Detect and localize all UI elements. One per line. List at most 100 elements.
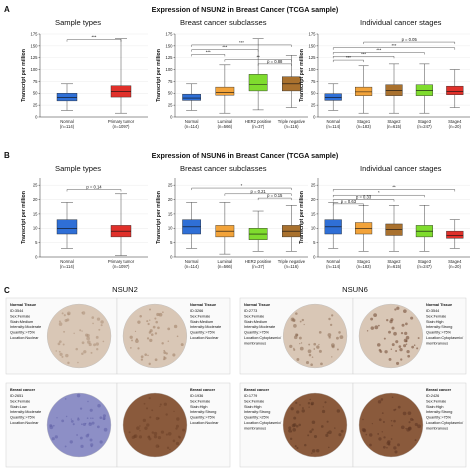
ihc-detail-line: Quantity:>75%: [426, 331, 452, 335]
ihc-detail-line: ID:2651: [10, 394, 23, 398]
tissue-texture: [81, 311, 86, 315]
tissue-texture: [316, 345, 320, 349]
tissue-texture: [373, 313, 377, 317]
x-category-label: Normal (n=114): [185, 259, 200, 269]
y-tick-label: 75: [311, 79, 316, 84]
tissue-texture: [383, 337, 386, 340]
x-category-line: Stage4: [448, 119, 462, 124]
tissue-texture: [299, 343, 301, 345]
x-category-label: Luminal (n=566): [218, 119, 233, 129]
tissue-texture: [299, 346, 304, 351]
tissue-texture: [96, 317, 101, 321]
tissue-texture: [172, 439, 176, 443]
tissue-texture: [64, 398, 67, 400]
y-tick-label: 150: [166, 43, 174, 48]
ihc-detail-line: Location:Nuclear: [10, 421, 39, 425]
tissue-texture: [290, 431, 293, 433]
tissue-texture: [318, 343, 320, 346]
tissue-core-image: [122, 303, 188, 369]
tissue-texture: [139, 315, 142, 318]
tissue-texture: [140, 358, 144, 361]
box-1: [215, 202, 235, 255]
panel-title: Expression of NSUN2 in Breast Cancer (TC…: [152, 5, 339, 14]
y-tick-label: 100: [166, 67, 174, 72]
tissue-texture: [139, 425, 141, 427]
tissue-texture: [92, 417, 94, 420]
tissue-texture: [310, 363, 313, 366]
tissue-texture: [388, 330, 391, 334]
tissue-texture: [131, 339, 133, 342]
tissue-texture: [147, 435, 151, 439]
x-category-line: HER2 positive: [245, 259, 272, 264]
tissue-texture: [410, 316, 414, 320]
x-category-label: Primary tumor (n=1097): [108, 119, 135, 129]
tissue-texture: [100, 324, 103, 327]
tissue-texture: [383, 436, 386, 439]
y-axis-label: Transcript per million: [21, 191, 27, 244]
box-1: [355, 65, 373, 114]
box-body: [355, 86, 373, 96]
tissue-texture: [327, 333, 332, 337]
tissue-texture: [81, 423, 83, 426]
tissue-texture: [128, 431, 131, 434]
box-2: [248, 38, 268, 111]
tissue-texture: [408, 426, 412, 430]
y-tick-label: 25: [33, 103, 38, 108]
ihc-detail-line: Sex:Female: [244, 314, 264, 318]
tissue-texture: [55, 350, 57, 352]
tissue-texture: [334, 427, 336, 429]
panel-b: B Expression of NSUN6 in Breast Cancer (T…: [4, 151, 470, 269]
tissue-texture: [58, 340, 62, 344]
ihc-detail-line: Intensity:Strong: [244, 410, 270, 414]
ihc-detail-line: Quantity:>75%: [190, 331, 216, 335]
tissue-texture: [77, 418, 80, 421]
tissue-texture: [159, 403, 162, 406]
tissue-texture: [70, 418, 72, 420]
significance-label: **: [392, 184, 396, 189]
x-category-line: (n=615): [387, 124, 402, 129]
tissue-texture: [400, 425, 405, 430]
ihc-heading: Normal Tissue: [190, 303, 216, 307]
y-tick-label: 0: [35, 254, 38, 259]
ihc-detail-line: Stain:High: [426, 320, 444, 324]
tissue-texture: [91, 316, 95, 319]
box-3: [282, 205, 301, 252]
x-category-label: Stage1 (n=183): [356, 119, 371, 129]
x-category-line: (n=1097): [113, 264, 130, 269]
y-axis-label: Transcript per million: [21, 49, 27, 102]
tissue-texture: [96, 425, 100, 429]
x-category-line: (n=183): [356, 264, 371, 269]
tissue-texture: [382, 420, 385, 424]
ihc-detail-line: Intensity:Moderate: [10, 325, 41, 329]
ihc-detail-line: Sex:Female: [190, 314, 210, 318]
panel-letter: A: [4, 5, 10, 14]
tissue-texture: [81, 341, 85, 345]
tissue-texture: [406, 349, 410, 354]
tissue-core-image: [282, 303, 348, 369]
tissue-texture: [89, 438, 93, 442]
y-axis-label: Transcript per million: [299, 49, 305, 102]
x-category-line: (n=114): [60, 264, 75, 269]
x-category-line: (n=37): [252, 124, 265, 129]
significance-bracket: [257, 63, 292, 66]
chart-subtitle: Breast cancer subclasses: [180, 18, 267, 27]
box-0: [56, 202, 78, 249]
box-1: [110, 193, 132, 256]
chart-subtitle: Breast cancer subclasses: [180, 164, 267, 173]
box-2: [385, 205, 403, 252]
ihc-detail-line: Location:Nuclear: [10, 336, 39, 340]
x-category-line: Stage2: [387, 259, 401, 264]
ihc-right-title: NSUN6: [342, 285, 368, 294]
ihc-detail-line: Stain:High: [244, 405, 262, 409]
ihc-detail-line: Location:Cytoplasmic/: [244, 421, 282, 425]
tissue-core-image: [358, 392, 424, 458]
x-category-line: (n=37): [252, 264, 265, 269]
panel-a: A Expression of NSUN2 in Breast Cancer (T…: [4, 5, 470, 129]
x-category-label: Normal (n=114): [326, 259, 341, 269]
tissue-texture: [99, 416, 103, 420]
tissue-texture: [393, 331, 397, 336]
x-category-line: Normal: [185, 119, 199, 124]
tissue-texture: [336, 348, 339, 351]
